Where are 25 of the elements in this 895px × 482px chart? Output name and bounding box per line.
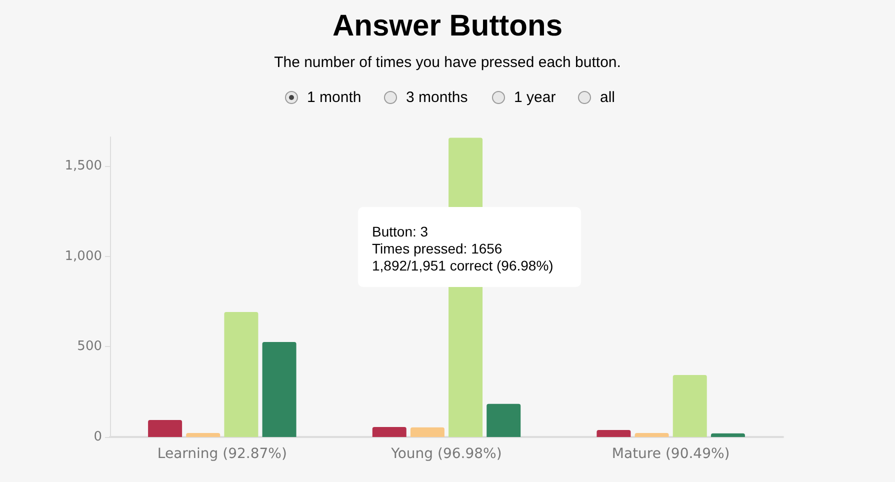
x-tick-label: Young (96.98%) (390, 446, 502, 462)
bar (224, 312, 258, 437)
bar (634, 433, 669, 437)
bar (710, 433, 745, 437)
x-tick-label: Learning (92.87%) (157, 446, 287, 462)
x-tick-label: Mature (90.49%) (612, 446, 730, 462)
bar (372, 427, 406, 437)
chart-title: Answer Buttons (332, 10, 563, 42)
bar (596, 430, 631, 437)
bar (672, 375, 707, 437)
chart-subtitle: The number of times you have pressed each button. (274, 54, 621, 71)
text: 3 months (406, 89, 468, 106)
bar (262, 342, 296, 437)
text: 1 year (514, 89, 556, 106)
bar (486, 404, 521, 437)
annotation: Button: 3 Times pressed: 1656 1,892/1,951 correct (96.98%) (372, 224, 554, 274)
text: all (600, 89, 616, 106)
bar (148, 420, 182, 437)
text: 1 month (307, 89, 362, 106)
bar (410, 427, 444, 437)
y-tick-label: 0 (94, 430, 102, 444)
bar (186, 433, 220, 437)
y-tick-label: 1,500 (64, 158, 102, 174)
y-tick-label: 500 (77, 339, 102, 354)
y-tick-label: 1,000 (64, 248, 102, 264)
